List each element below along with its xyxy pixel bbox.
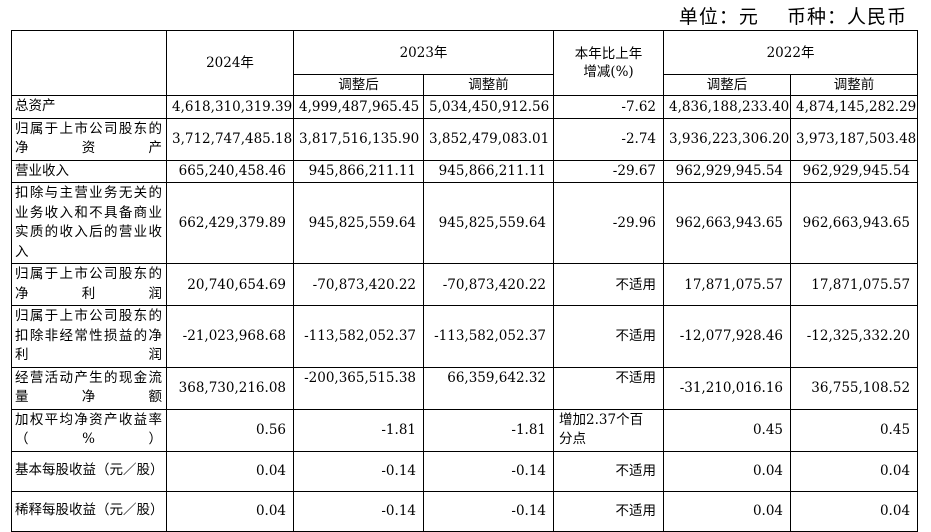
value-2022-adjusted-before: 962,663,943.65 [790, 182, 919, 264]
value-2023-adjusted-after: -0.14 [293, 490, 424, 532]
change-line-1: 增加2.37个百 [559, 412, 644, 428]
value-2023-adjusted-after: 4,999,487,965.45 [293, 95, 424, 119]
change-line-2: 分点 [559, 431, 587, 447]
row-label: 归属于上市公司股东的净利润 [11, 263, 167, 306]
value-change: -2.74 [553, 117, 665, 161]
value-2023-adjusted-after: -0.14 [293, 450, 424, 492]
value-2024: -21,023,968.68 [166, 305, 294, 368]
value-2023-adjusted-before: -1.81 [422, 408, 555, 452]
value-2023-adjusted-before: -70,873,420.22 [422, 263, 555, 306]
row-label: 营业收入 [11, 159, 167, 183]
value-2024: 3,712,747,485.18 [166, 117, 294, 161]
header-2024: 2024年 [166, 30, 294, 96]
value-2023-adjusted-before: -113,582,052.37 [422, 305, 555, 368]
value-2023-adjusted-after: 3,817,516,135.90 [293, 117, 424, 161]
value-2023-adjusted-before: 3,852,479,083.01 [422, 117, 555, 161]
value-2023-adjusted-after: -113,582,052.37 [293, 305, 424, 368]
financial-data-table: 2024年 2023年 本年比上年 增减(%) 2022年 调整后 调整前 调整… [11, 30, 919, 532]
value-2024: 0.56 [166, 408, 294, 452]
value-2022-adjusted-before: 962,929,945.54 [790, 159, 919, 183]
value-2023-adjusted-after: -200,365,515.38 [293, 366, 424, 410]
table-row: 稀释每股收益（元／股） 0.04 -0.14 -0.14 不适用 0.04 0.… [11, 490, 919, 532]
header-2022-adjusted-before: 调整前 [790, 74, 919, 96]
value-change: 不适用 [553, 366, 665, 410]
header-2022-adjusted-after: 调整后 [663, 74, 792, 96]
table-row: 经营活动产生的现金流量净额 368,730,216.08 -200,365,51… [11, 366, 919, 410]
value-change: 不适用 [553, 263, 665, 306]
header-2023: 2023年 [292, 30, 555, 75]
value-2022-adjusted-after: 3,936,223,306.20 [663, 117, 792, 161]
value-2023-adjusted-after: -70,873,420.22 [293, 263, 424, 306]
header-2022: 2022年 [663, 30, 919, 75]
table-row: 营业收入 665,240,458.46 945,866,211.11 945,8… [11, 159, 919, 183]
value-2022-adjusted-before: 4,874,145,282.29 [790, 95, 919, 119]
value-2022-adjusted-after: 0.04 [663, 490, 792, 532]
value-2022-adjusted-after: 17,871,075.57 [663, 263, 792, 306]
value-change: 不适用 [553, 305, 665, 368]
row-label: 总资产 [11, 95, 167, 119]
value-2023-adjusted-before: -0.14 [422, 490, 555, 532]
row-label: 经营活动产生的现金流量净额 [11, 366, 167, 410]
table-row: 基本每股收益（元／股） 0.04 -0.14 -0.14 不适用 0.04 0.… [11, 450, 919, 492]
value-change: 不适用 [553, 450, 665, 492]
header-change: 本年比上年 增减(%) [553, 30, 665, 96]
value-2022-adjusted-after: -12,077,928.46 [663, 305, 792, 368]
table-row: 归属于上市公司股东的扣除非经常性损益的净利润 -21,023,968.68 -1… [11, 305, 919, 368]
row-label: 基本每股收益（元／股） [11, 450, 167, 492]
header-2023-adjusted-after: 调整后 [293, 74, 424, 96]
value-2024: 20,740,654.69 [166, 263, 294, 306]
header-corner [11, 30, 167, 96]
header-2023-adjusted-before: 调整前 [422, 74, 555, 96]
value-2024: 0.04 [166, 450, 294, 492]
value-2022-adjusted-before: 17,871,075.57 [790, 263, 919, 306]
table-row: 归属于上市公司股东的净资产 3,712,747,485.18 3,817,516… [11, 117, 919, 161]
value-2023-adjusted-after: 945,825,559.64 [293, 182, 424, 264]
table-row: 归属于上市公司股东的净利润 20,740,654.69 -70,873,420.… [11, 263, 919, 306]
value-2024: 665,240,458.46 [166, 159, 294, 183]
header-row-1: 2024年 2023年 本年比上年 增减(%) 2022年 [11, 30, 919, 96]
value-2022-adjusted-after: 962,929,945.54 [663, 159, 792, 183]
row-label: 归属于上市公司股东的扣除非经常性损益的净利润 [11, 305, 167, 368]
table-row: 总资产 4,618,310,319.39 4,999,487,965.45 5,… [11, 95, 919, 119]
value-2024: 662,429,379.89 [166, 182, 294, 264]
value-2024: 368,730,216.08 [166, 366, 294, 410]
value-2023-adjusted-before: -0.14 [422, 450, 555, 492]
row-label: 加权平均净资产收益率（%） [11, 408, 167, 452]
row-label: 归属于上市公司股东的净资产 [11, 117, 167, 161]
table-row: 扣除与主营业务无关的业务收入和不具备商业实质的收入后的营业收入 662,429,… [11, 182, 919, 264]
value-2023-adjusted-before: 66,359,642.32 [422, 366, 555, 410]
value-change: -7.62 [553, 95, 665, 119]
value-2023-adjusted-before: 945,825,559.64 [422, 182, 555, 264]
value-change: 不适用 [553, 490, 665, 532]
value-2022-adjusted-after: 4,836,188,233.40 [663, 95, 792, 119]
value-2022-adjusted-after: 962,663,943.65 [663, 182, 792, 264]
row-label: 稀释每股收益（元／股） [11, 490, 167, 532]
value-2022-adjusted-after: -31,210,016.16 [663, 366, 792, 410]
table-row: 加权平均净资产收益率（%） 0.56 -1.81 -1.81 增加2.37个百 … [11, 408, 919, 452]
value-2023-adjusted-after: -1.81 [293, 408, 424, 452]
value-2023-adjusted-after: 945,866,211.11 [293, 159, 424, 183]
value-2023-adjusted-before: 945,866,211.11 [422, 159, 555, 183]
value-2024: 4,618,310,319.39 [166, 95, 294, 119]
value-2022-adjusted-before: 0.45 [790, 408, 919, 452]
value-2022-adjusted-after: 0.04 [663, 450, 792, 492]
value-change: -29.96 [553, 182, 665, 264]
value-2022-adjusted-after: 0.45 [663, 408, 792, 452]
value-2024: 0.04 [166, 490, 294, 532]
row-label: 扣除与主营业务无关的业务收入和不具备商业实质的收入后的营业收入 [11, 182, 167, 264]
value-2022-adjusted-before: 36,755,108.52 [790, 366, 919, 410]
value-change: 增加2.37个百 分点 [553, 408, 665, 452]
value-change: -29.67 [553, 159, 665, 183]
value-2022-adjusted-before: 0.04 [790, 490, 919, 532]
value-2022-adjusted-before: -12,325,332.20 [790, 305, 919, 368]
value-2022-adjusted-before: 3,973,187,503.48 [790, 117, 919, 161]
value-2023-adjusted-before: 5,034,450,912.56 [422, 95, 555, 119]
unit-currency-note: 单位：元 币种：人民币 [678, 6, 907, 28]
value-2022-adjusted-before: 0.04 [790, 450, 919, 492]
header-row-2: 调整后 调整前 调整后 调整前 [12, 74, 919, 96]
